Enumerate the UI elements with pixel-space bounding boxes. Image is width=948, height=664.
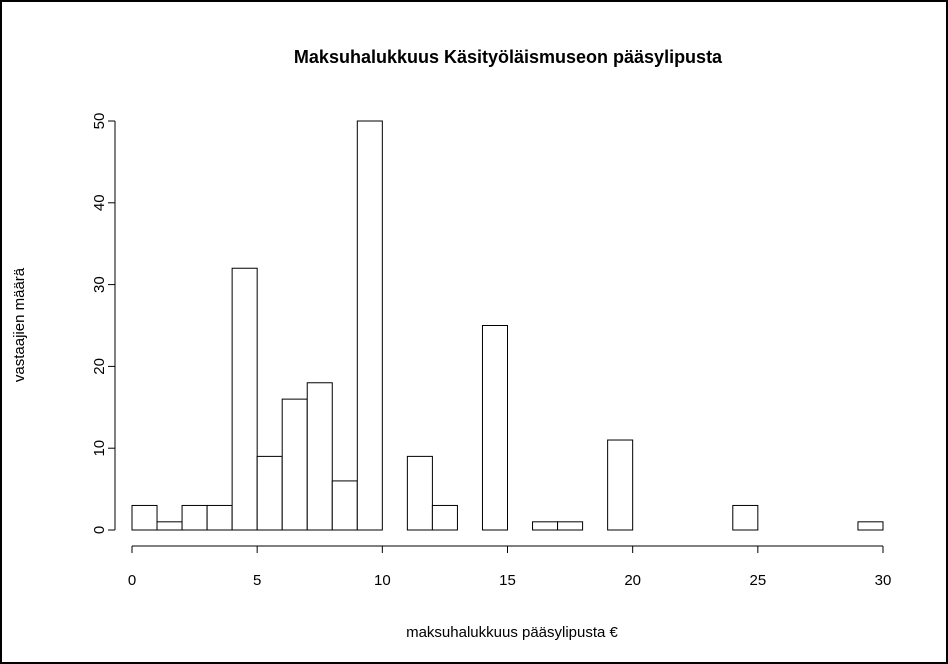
- x-tick-label: 0: [128, 572, 136, 589]
- y-tick-label: 10: [91, 440, 108, 457]
- bar: [481, 325, 509, 531]
- bar: [431, 504, 458, 531]
- bar: [181, 504, 208, 531]
- y-tick-label: 40: [91, 194, 108, 211]
- x-axis-label: maksuhalukkuus pääsylipusta €: [406, 624, 618, 641]
- y-tick-label: 20: [91, 358, 108, 375]
- bar: [857, 521, 884, 531]
- bar: [356, 120, 383, 531]
- x-tick-label: 5: [253, 572, 261, 589]
- bar: [406, 455, 433, 531]
- bar: [281, 398, 308, 531]
- bar: [156, 521, 183, 531]
- bar: [231, 267, 258, 531]
- bar: [331, 480, 358, 531]
- bar: [532, 521, 559, 531]
- y-tick-label: 50: [91, 113, 108, 130]
- x-tick-label: 30: [875, 572, 892, 589]
- bar: [256, 455, 283, 531]
- x-tick-label: 10: [374, 572, 391, 589]
- bar: [557, 521, 584, 531]
- y-axis-label: vastaajien määrä: [11, 267, 28, 382]
- bar: [206, 504, 233, 531]
- chart-title: Maksuhalukkuus Käsityöläismuseon pääsyli…: [294, 47, 723, 67]
- bar: [732, 504, 759, 531]
- x-tick-label: 15: [499, 572, 516, 589]
- bar: [306, 382, 333, 531]
- y-tick-label: 0: [91, 526, 108, 534]
- bar: [131, 504, 158, 531]
- x-tick-label: 25: [749, 572, 766, 589]
- x-tick-label: 20: [624, 572, 641, 589]
- y-tick-label: 30: [91, 276, 108, 293]
- bar: [607, 439, 634, 531]
